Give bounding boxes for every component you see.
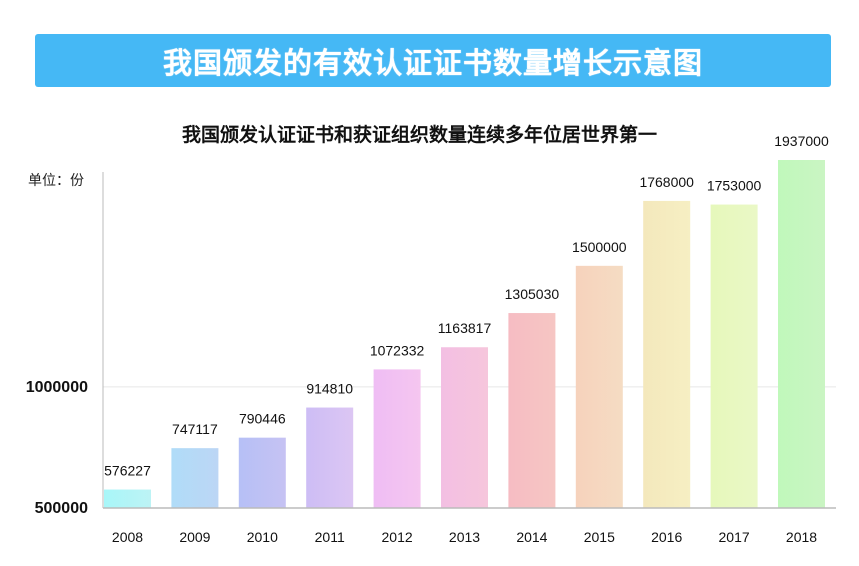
value-label: 1072332 [370, 342, 425, 358]
bar-2018 [778, 160, 825, 508]
value-label: 1500000 [572, 239, 627, 255]
x-tick-label: 2012 [382, 529, 413, 545]
bar-2012 [373, 369, 421, 508]
bar-2014 [508, 313, 556, 508]
bar-2008 [104, 489, 151, 508]
value-label: 747117 [172, 421, 218, 437]
bar-2011 [306, 407, 354, 508]
x-tick-label: 2017 [719, 529, 750, 545]
x-tick-label: 2015 [584, 529, 615, 545]
value-label: 1937000 [774, 133, 829, 149]
value-label: 1163817 [438, 320, 492, 336]
x-tick-label: 2014 [516, 529, 547, 545]
value-label: 1305030 [505, 286, 560, 302]
banner-title: 我国颁发的有效认证证书数量增长示意图 [35, 34, 831, 87]
x-tick-label: 2013 [449, 529, 480, 545]
x-tick-label: 2018 [786, 529, 817, 545]
bar-2013 [441, 347, 488, 508]
x-tick-label: 2010 [247, 529, 278, 545]
bar-2017 [710, 204, 758, 508]
banner-title-text: 我国颁发的有效认证证书数量增长示意图 [162, 45, 703, 80]
bar-2015 [575, 265, 623, 508]
x-tick-label: 2008 [112, 529, 143, 545]
value-label: 790446 [239, 411, 286, 427]
unit-label: 单位：份 [28, 173, 84, 189]
x-tick-label: 2009 [179, 529, 210, 545]
bar-2016 [643, 200, 691, 508]
value-label: 576227 [104, 463, 151, 479]
chart-title: 我国颁发认证证书和获证组织数量连续多年位居世界第一 [181, 124, 657, 146]
value-label: 1768000 [639, 174, 694, 190]
x-tick-label: 2011 [315, 529, 345, 545]
y-tick-label: 1000000 [26, 379, 88, 396]
bar-2010 [238, 437, 286, 508]
bar-2009 [171, 448, 219, 508]
y-tick-label: 500000 [35, 500, 88, 517]
x-tick-label: 2016 [651, 529, 682, 545]
value-label: 914810 [306, 381, 353, 397]
value-label: 1753000 [707, 178, 762, 194]
